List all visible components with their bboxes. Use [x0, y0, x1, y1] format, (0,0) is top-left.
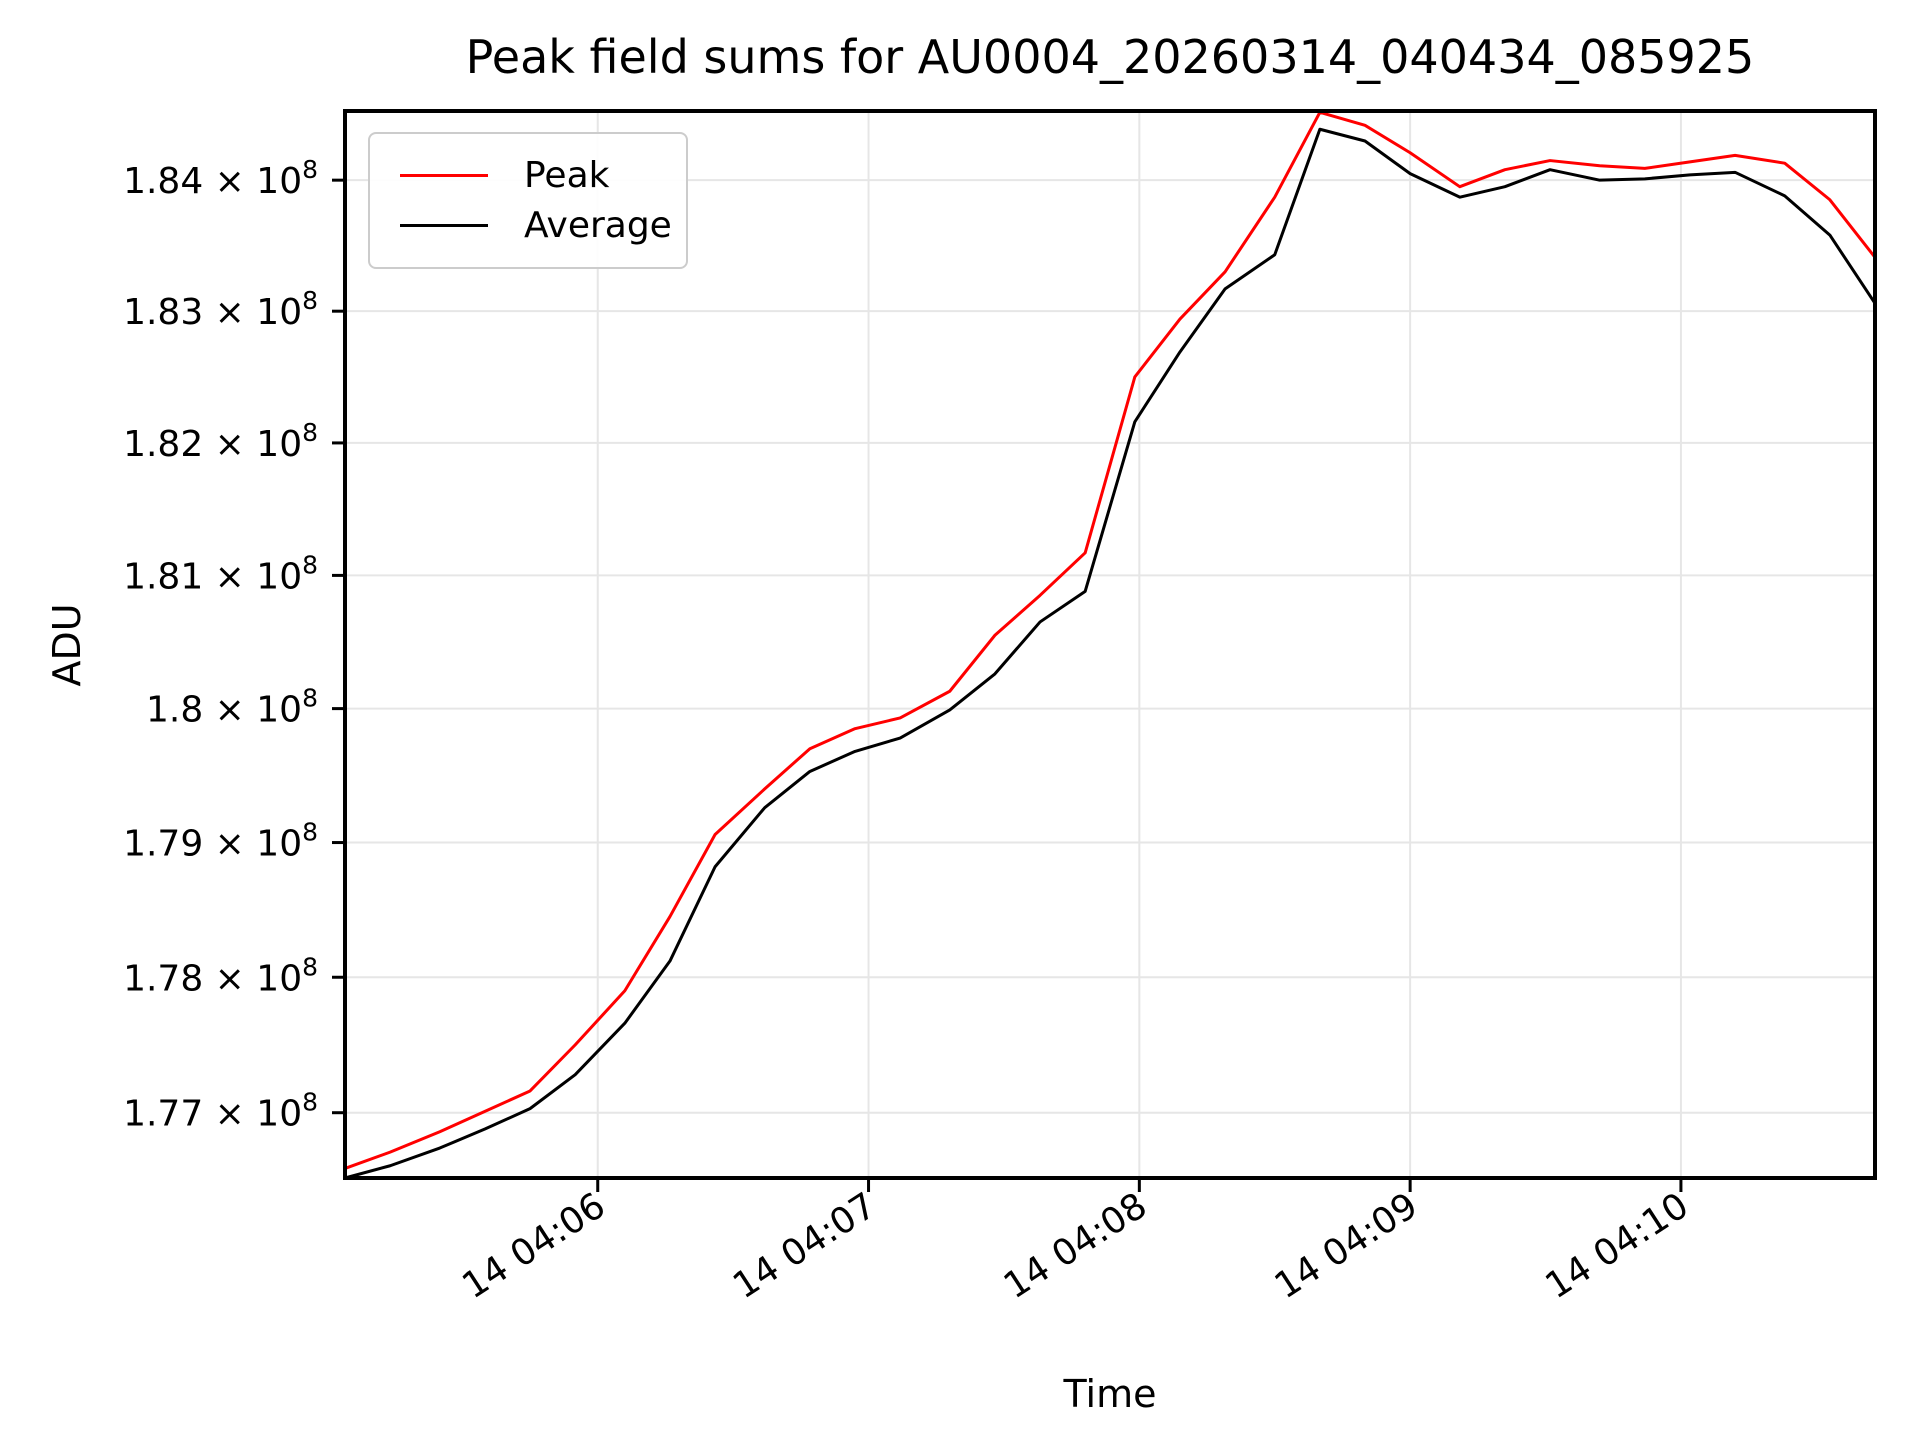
y-tick-label: 1.8 × 108: [146, 684, 318, 731]
legend-label-peak: Peak: [524, 154, 610, 196]
series-line-average: [343, 127, 1877, 1180]
x-tick-label: 14 04:06: [455, 1185, 612, 1307]
x-tick-label: 14 04:09: [1268, 1185, 1425, 1307]
average-line-swatch: [400, 224, 488, 227]
legend-entry-average: Average: [400, 204, 676, 246]
peak-line-swatch: [400, 174, 488, 177]
x-tick-label: 14 04:07: [726, 1185, 883, 1307]
y-axis-label: ADU: [45, 603, 89, 687]
y-tick-label: 1.83 × 108: [123, 286, 318, 333]
y-tick-label: 1.79 × 108: [123, 818, 318, 865]
x-tick-label: 14 04:10: [1538, 1185, 1695, 1307]
y-tick-label: 1.82 × 108: [123, 418, 318, 465]
y-tick-label: 1.81 × 108: [123, 550, 318, 597]
plot-border: [343, 109, 1877, 1180]
chart-title: Peak field sums for AU0004_20260314_0404…: [465, 30, 1755, 84]
legend-entry-peak: Peak: [400, 154, 676, 196]
y-tick-label: 1.77 × 108: [123, 1088, 318, 1135]
y-tick-label: 1.84 × 108: [123, 155, 318, 202]
series-line-peak: [343, 110, 1877, 1170]
x-axis-label: Time: [1063, 1372, 1157, 1416]
legend: Peak Average: [368, 132, 688, 269]
x-tick-label: 14 04:08: [997, 1185, 1154, 1307]
y-tick-label: 1.78 × 108: [123, 952, 318, 999]
legend-label-average: Average: [524, 204, 672, 246]
